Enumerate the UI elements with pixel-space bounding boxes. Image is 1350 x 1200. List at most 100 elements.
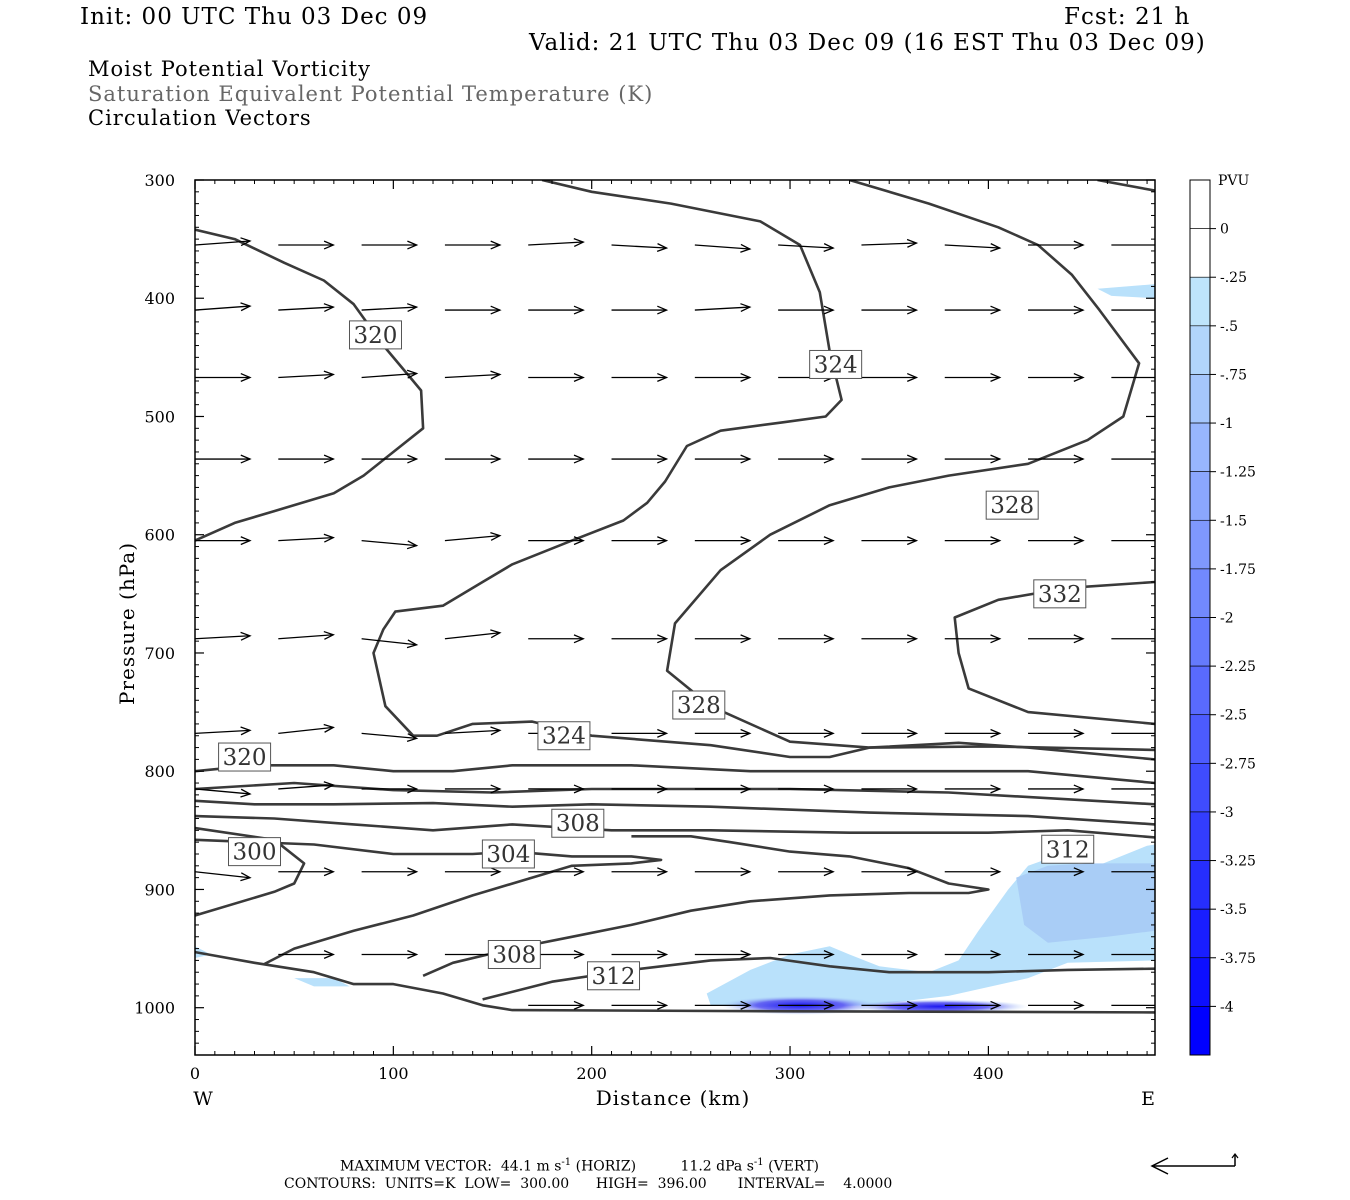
contour-label-box (487, 939, 541, 969)
contour-label-box (481, 839, 535, 869)
vector-head (1157, 374, 1166, 382)
vector-head (490, 454, 502, 464)
colorbar-label: -.5 (1220, 319, 1238, 335)
vector-head (407, 240, 419, 250)
colorbar-label: -1.75 (1220, 562, 1256, 578)
vector-head (323, 867, 335, 877)
vector-shaft (278, 373, 334, 379)
vector-head (656, 243, 669, 253)
vector-head (990, 728, 1002, 738)
vector-head (1157, 635, 1166, 643)
vector-head (740, 454, 752, 464)
vector-head (490, 629, 502, 639)
vector-shaft (278, 306, 334, 311)
vector-head (323, 533, 335, 543)
vector-head (1157, 785, 1166, 793)
contour-line-308b (422, 834, 990, 977)
colorbar-bin (1189, 908, 1211, 959)
pv-core-1 (849, 999, 1029, 1014)
vector-head (823, 454, 835, 464)
colorbar-bin (1189, 325, 1211, 375)
vector-shaft (694, 244, 750, 250)
colorbar-label: -4 (1220, 999, 1234, 1015)
contour-label: 308 (556, 811, 600, 837)
vector-head (573, 305, 585, 315)
colorbar-label: -3.5 (1220, 902, 1247, 918)
vector-head (1073, 305, 1085, 315)
y-tick-label: 700 (144, 644, 175, 663)
contour-label: 308 (492, 942, 536, 968)
forecast-hour: Fcst: 21 h (1064, 4, 1191, 30)
colorbar-bin (1189, 811, 1211, 861)
vector-head (657, 305, 669, 315)
x-tick-label: 400 (973, 1064, 1004, 1083)
contour-line-304 (195, 814, 1155, 839)
vector-shaft (611, 244, 667, 249)
vector-head (1073, 950, 1085, 959)
contour-line-324 (372, 180, 1155, 761)
vector-head (406, 303, 419, 313)
vector-head (823, 784, 835, 794)
contour-label: 320 (223, 745, 267, 771)
vector-shaft (278, 726, 334, 735)
vector-head (990, 536, 1002, 546)
colorbar-bin (1189, 422, 1211, 472)
vector-head (573, 454, 585, 464)
contour-line-328 (665, 180, 1155, 752)
vector-head (407, 867, 419, 877)
vector-head (573, 784, 585, 794)
vector-shaft (444, 373, 500, 379)
vector-head (1073, 634, 1085, 644)
vector-head (490, 726, 502, 736)
colorbar-bin (1189, 665, 1211, 716)
vector-shaft (361, 732, 417, 740)
vector-shaft (195, 305, 251, 311)
pv-fill-4 (294, 978, 350, 987)
vector-shaft (278, 784, 334, 790)
contour-label-box (551, 808, 605, 838)
vector-head (990, 305, 1002, 315)
contour-label: 332 (1038, 582, 1082, 608)
colorbar-label: -3.75 (1220, 951, 1256, 967)
contour-label: 324 (814, 352, 858, 378)
vector-shaft (528, 241, 584, 246)
y-tick-label: 1000 (134, 999, 175, 1018)
colorbar-bin (1189, 374, 1211, 424)
vector-head (657, 1000, 669, 1010)
vector-shaft (444, 534, 500, 542)
vector-head (906, 536, 919, 546)
vector-head (823, 536, 835, 546)
vector-head (906, 454, 919, 464)
vector-head (323, 370, 335, 380)
vector-shaft (944, 244, 1000, 249)
vector-head (1073, 867, 1085, 877)
contour-label-box (1033, 579, 1087, 609)
colorbar-label: -2 (1220, 611, 1234, 627)
vector-shaft (694, 306, 750, 311)
colorbar-bin (1189, 860, 1211, 910)
vector-head (240, 536, 252, 546)
vector-head (1073, 536, 1085, 546)
vector-head (1157, 729, 1166, 737)
x-tick-label: 0 (190, 1064, 200, 1083)
colorbar-bin (1189, 568, 1211, 618)
contour-line-316 (195, 763, 1155, 785)
vector-head (407, 454, 419, 464)
colorbar-label: -.25 (1220, 270, 1247, 286)
vector-head (740, 536, 752, 546)
vector-shaft (195, 635, 251, 640)
vector-head (490, 531, 502, 541)
vector-head (823, 950, 835, 959)
vector-shaft (444, 729, 500, 735)
vector-head (240, 237, 252, 247)
vector-head (906, 372, 919, 382)
vector-head (323, 723, 335, 733)
title-vectors: Circulation Vectors (88, 106, 312, 130)
init-time: Init: 00 UTC Thu 03 Dec 09 (80, 4, 429, 30)
vector-head (1157, 306, 1166, 314)
vector-head (740, 950, 752, 959)
y-tick-label: 600 (144, 526, 175, 545)
vector-head (823, 728, 835, 738)
contour-label-box (1041, 834, 1095, 864)
vector-head (1157, 455, 1166, 463)
